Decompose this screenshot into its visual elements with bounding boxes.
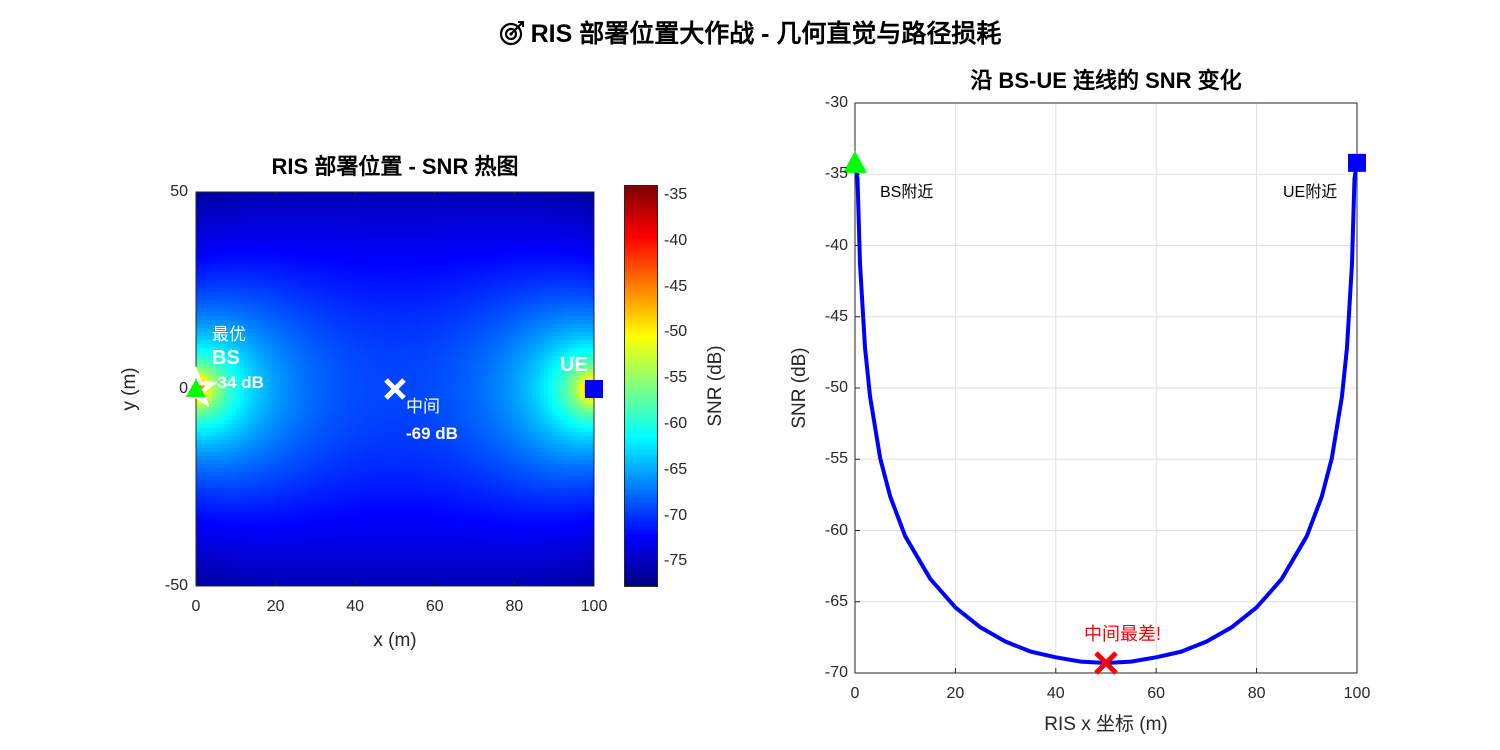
line-y-tick-label: -55 xyxy=(824,450,848,468)
line-x-tick-label: 20 xyxy=(946,685,965,702)
colorbar-tick-label: -60 xyxy=(664,414,688,432)
line-y-tick-label: -30 xyxy=(824,94,848,111)
heatmap-y-tick-label: -50 xyxy=(164,577,188,594)
line-y-tick-label: -50 xyxy=(824,379,848,396)
line-x-tick-label: 40 xyxy=(1046,685,1065,702)
colorbar-tick-label: -35 xyxy=(664,186,688,204)
line-x-tick-label: 0 xyxy=(850,685,860,702)
line-y-tick-label: -70 xyxy=(824,664,848,681)
colorbar-tick-label: -40 xyxy=(664,231,688,249)
line-y-tick-label: -45 xyxy=(824,307,848,325)
line-y-tick-label: -35 xyxy=(824,165,848,183)
figure-title-text: RIS 部署位置大作战 - 几何直觉与路径损耗 xyxy=(530,20,1002,48)
target-icon xyxy=(499,21,524,46)
colorbar-tick-label: -75 xyxy=(664,552,688,570)
figure-title: RIS 部署位置大作战 - 几何直觉与路径损耗 xyxy=(0,14,1500,50)
bs-triangle-marker xyxy=(186,379,206,397)
middle-value: -69 dB xyxy=(406,424,458,443)
bs-triangle-marker xyxy=(843,150,867,173)
colorbar xyxy=(624,185,658,587)
ue-near-label: UE附近 xyxy=(1283,184,1338,201)
line-xlabel: RIS x 坐标 (m) xyxy=(1044,714,1168,735)
line-title: 沿 BS-UE 连线的 SNR 变化 xyxy=(970,68,1242,93)
colorbar-tick-label: -45 xyxy=(664,277,688,295)
colorbar-tick-label: -55 xyxy=(664,369,688,387)
ue-square-marker xyxy=(585,380,603,398)
optimal-label: 最优 xyxy=(212,325,246,344)
line-x-tick-label: 100 xyxy=(1343,685,1371,702)
middle-worst-label: 中间最差! xyxy=(1084,624,1162,644)
line-x-tick-label: 60 xyxy=(1147,685,1166,702)
heatmap-x-tick-label: 20 xyxy=(266,598,285,615)
colorbar-tick-label: -65 xyxy=(664,460,688,478)
worst-x-marker xyxy=(1094,651,1118,675)
heatmap-x-tick-label: 60 xyxy=(425,598,444,615)
line-x-tick-label: 80 xyxy=(1247,685,1266,702)
heatmap-x-tick-label: 100 xyxy=(580,598,608,615)
heatmap-xlabel: x (m) xyxy=(373,630,417,651)
ue-label: UE xyxy=(560,354,588,376)
heatmap-y-tick-label: 50 xyxy=(170,183,188,200)
bs-label: BS xyxy=(212,347,240,369)
heatmap-x-tick-label: 0 xyxy=(191,598,201,615)
colorbar-tick-label: -70 xyxy=(664,506,688,524)
heatmap-x-tick-label: 80 xyxy=(505,598,524,615)
bs-near-label: BS附近 xyxy=(880,184,934,201)
heatmap-title: RIS 部署位置 - SNR 热图 xyxy=(271,154,519,179)
line-y-tick-label: -60 xyxy=(824,521,848,539)
colorbar-tick-label: -50 xyxy=(664,323,688,341)
line-y-tick-label: -65 xyxy=(824,592,848,610)
optimal-value: -34 dB xyxy=(212,373,264,392)
middle-label: 中间 xyxy=(406,397,440,416)
middle-x-marker xyxy=(384,378,406,400)
ue-square-marker xyxy=(1348,153,1366,172)
plot-frame xyxy=(854,102,1358,674)
heatmap-x-tick-label: 40 xyxy=(346,598,365,615)
heatmap-y-tick-label: 0 xyxy=(179,380,188,397)
line-y-tick-label: -40 xyxy=(824,236,848,254)
